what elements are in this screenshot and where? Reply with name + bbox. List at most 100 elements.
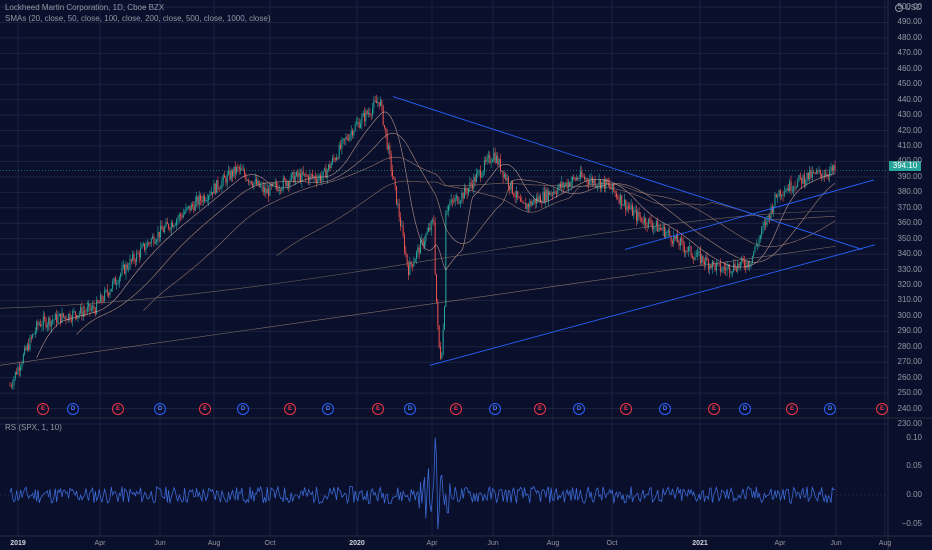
candle-body: [662, 226, 664, 231]
dividend-marker[interactable]: D: [154, 403, 166, 415]
dividend-marker[interactable]: D: [739, 403, 751, 415]
candle-body: [365, 110, 367, 122]
candle-body: [670, 235, 672, 242]
candle-body: [70, 319, 72, 321]
candle-body: [229, 170, 231, 180]
candle-body: [641, 217, 643, 222]
earnings-marker[interactable]: E: [199, 403, 211, 415]
candle-body: [109, 291, 111, 296]
candle-body: [551, 193, 553, 195]
candle-body: [533, 199, 535, 203]
price-tick-label: 390.00: [897, 171, 922, 181]
candle-body: [401, 225, 403, 227]
candle-body: [494, 152, 496, 163]
candle-body: [643, 218, 645, 224]
candle-body: [574, 177, 576, 181]
candle-body: [385, 127, 387, 134]
earnings-marker[interactable]: E: [37, 403, 49, 415]
dividend-marker[interactable]: D: [573, 403, 585, 415]
candle-body: [459, 200, 461, 203]
earnings-marker[interactable]: E: [372, 403, 384, 415]
candle-body: [262, 185, 264, 192]
candle-body: [562, 182, 564, 188]
candle-body: [567, 182, 569, 188]
settings-icon[interactable]: [895, 4, 903, 12]
candle-body: [703, 261, 705, 265]
earnings-marker[interactable]: E: [450, 403, 462, 415]
dividend-marker[interactable]: D: [404, 403, 416, 415]
candle-body: [497, 155, 499, 165]
candle-body: [777, 196, 779, 198]
candle-body: [543, 191, 545, 202]
candle-body: [423, 241, 425, 246]
dividend-marker[interactable]: D: [237, 403, 249, 415]
candle-body: [665, 232, 667, 237]
earnings-marker[interactable]: E: [284, 403, 296, 415]
candle-body: [522, 201, 524, 204]
candle-body: [767, 215, 769, 217]
candle-body: [694, 256, 696, 260]
candle-body: [328, 164, 330, 171]
dividend-marker[interactable]: D: [824, 403, 836, 415]
symbol-legend[interactable]: Lockheed Martin Corporation, 1D, Cboe BZ…: [5, 3, 165, 12]
candle-body: [531, 202, 533, 206]
candle-body: [250, 181, 252, 185]
price-tick-label: 250.00: [897, 388, 922, 398]
dividend-marker[interactable]: D: [67, 403, 79, 415]
candle-body: [523, 203, 525, 204]
candle-body: [675, 234, 677, 239]
time-tick-label: Jun: [487, 540, 499, 547]
candle-body: [502, 170, 504, 178]
candle-body: [201, 200, 203, 203]
candle-body: [809, 170, 811, 180]
candle-body: [479, 170, 481, 178]
rs-legend[interactable]: RS (SPX, 1, 10): [5, 423, 62, 432]
candle-body: [74, 311, 76, 316]
candle-body: [178, 214, 180, 219]
dividend-marker[interactable]: D: [489, 403, 501, 415]
candle-body: [438, 325, 440, 347]
candle-body: [241, 168, 243, 171]
earnings-marker[interactable]: E: [708, 403, 720, 415]
earnings-marker[interactable]: E: [112, 403, 124, 415]
candle-body: [161, 225, 163, 230]
sma-legend[interactable]: SMAs (20, close, 50, close, 100, close, …: [5, 14, 271, 23]
earnings-marker[interactable]: E: [534, 403, 546, 415]
dividend-marker[interactable]: D: [659, 403, 671, 415]
candle-body: [277, 186, 279, 191]
candle-body: [501, 170, 503, 172]
candle-body: [230, 170, 232, 180]
candle-body: [826, 174, 828, 176]
earnings-marker[interactable]: E: [620, 403, 632, 415]
candle-body: [265, 188, 267, 194]
candle-body: [695, 255, 697, 257]
candle-body: [380, 100, 382, 106]
candle-body: [471, 184, 473, 189]
currency-label[interactable]: USD: [905, 3, 922, 12]
candle-body: [530, 201, 532, 206]
price-tick-label: 350.00: [897, 233, 922, 243]
candle-body: [137, 252, 139, 254]
candle-body: [60, 313, 62, 323]
candle-body: [204, 196, 206, 202]
candle-body: [813, 171, 815, 173]
candle-body: [306, 175, 308, 177]
candle-body: [466, 191, 468, 194]
candle-body: [789, 181, 791, 191]
candle-body: [96, 300, 98, 314]
candle-body: [113, 277, 115, 282]
candle-body: [583, 176, 585, 180]
candle-body: [477, 171, 479, 174]
last-price-tag: 394.10: [889, 161, 921, 171]
candle-body: [545, 189, 547, 202]
candle-body: [153, 236, 155, 244]
candle-body: [350, 130, 352, 135]
candle-body: [510, 181, 512, 190]
dividend-marker[interactable]: D: [322, 403, 334, 415]
earnings-marker[interactable]: E: [786, 403, 798, 415]
candle-body: [781, 194, 783, 196]
candle-body: [673, 235, 675, 244]
earnings-marker[interactable]: E: [876, 403, 888, 415]
candle-body: [305, 173, 307, 176]
